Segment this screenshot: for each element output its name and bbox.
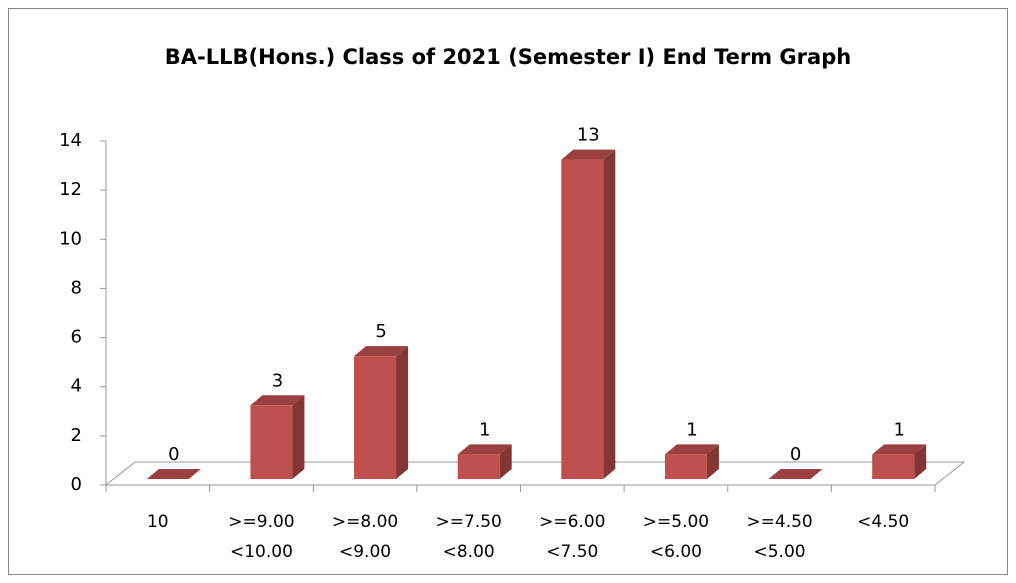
chart-frame [8, 8, 1008, 575]
bar-side [499, 444, 512, 479]
bar-side [914, 444, 927, 479]
x-tick-label: >=7.50 <8.00 [435, 512, 502, 562]
bar [664, 454, 707, 479]
floor [104, 461, 966, 486]
data-label: 13 [577, 125, 600, 146]
x-tick-label: >=4.50 <5.00 [746, 512, 813, 562]
bar-side [706, 444, 719, 479]
bar-top [664, 444, 719, 455]
x-tick-label: >=8.00 <9.00 [331, 512, 399, 562]
bar-top [250, 395, 305, 406]
data-label: 1 [893, 419, 904, 440]
bar-side [396, 346, 409, 479]
bar-top [768, 469, 823, 479]
y-tick-label: 4 [71, 376, 82, 397]
y-tick-label: 8 [71, 277, 82, 298]
x-tick-label: <4.50 [857, 512, 910, 532]
bar [354, 356, 397, 479]
bar-side [292, 395, 305, 479]
data-label: 0 [790, 444, 801, 465]
bar-top [872, 444, 927, 455]
x-tick-label: >=5.00 <6.00 [642, 512, 710, 562]
data-label: 3 [272, 370, 283, 391]
y-tick-label: 10 [59, 228, 82, 249]
bar-side [603, 149, 616, 480]
bar [250, 405, 293, 479]
bar [457, 454, 500, 479]
data-label: 1 [479, 419, 490, 440]
y-tick-label: 12 [59, 179, 82, 200]
x-tick-label: 10 [146, 512, 169, 532]
x-tick-label: >=9.00 <10.00 [228, 512, 295, 562]
bar [561, 159, 604, 480]
bar [872, 454, 915, 479]
x-tick-label: >=6.00 <7.50 [539, 512, 606, 562]
bar-top [457, 444, 512, 455]
y-tick-label: 0 [71, 474, 82, 495]
chart-title: BA-LLB(Hons.) Class of 2021 (Semester I)… [165, 45, 851, 69]
y-tick-label: 6 [71, 327, 82, 348]
bar-top [561, 149, 616, 160]
bar-top [146, 469, 201, 479]
y-tick-label: 14 [59, 130, 82, 151]
data-label: 1 [686, 419, 697, 440]
y-tick-label: 2 [71, 425, 82, 446]
data-label: 5 [375, 321, 386, 342]
bar-top [354, 346, 409, 357]
data-label: 0 [168, 444, 179, 465]
